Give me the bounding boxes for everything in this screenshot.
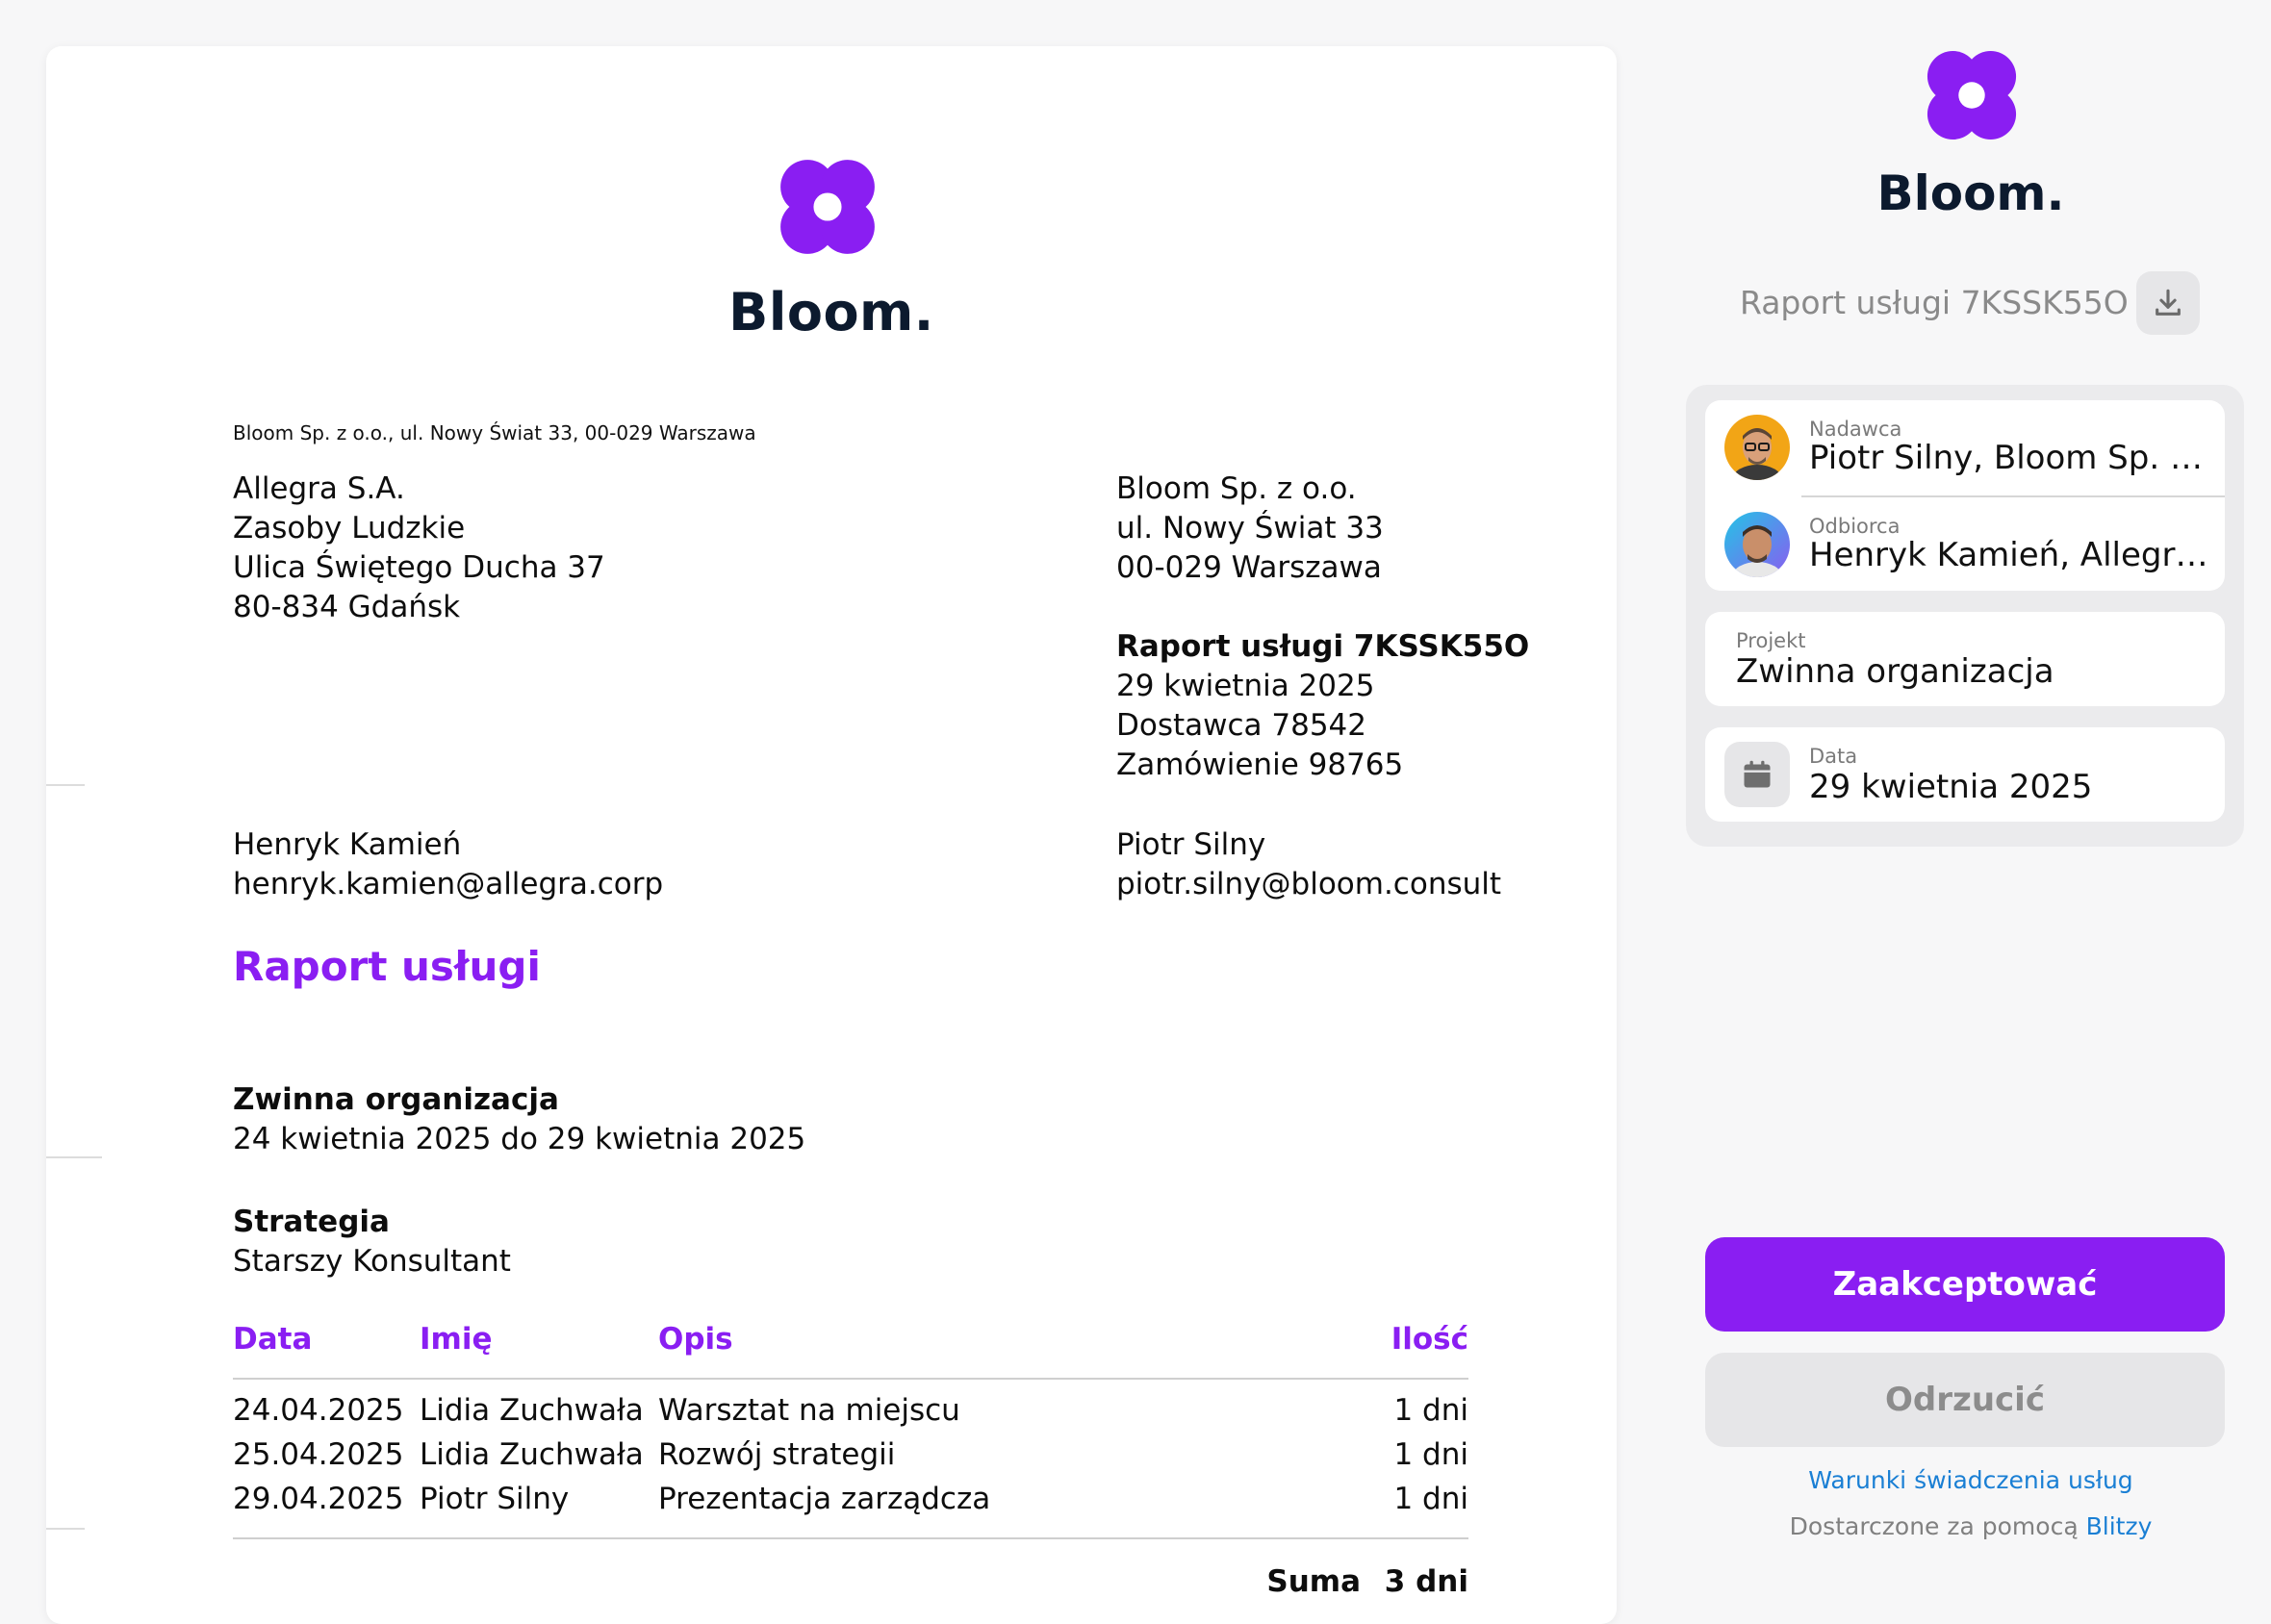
role-block: Strategia Starszy Konsultant bbox=[233, 1203, 511, 1281]
download-button[interactable] bbox=[2136, 271, 2200, 335]
project-block: Zwinna organizacja 24 kwietnia 2025 do 2… bbox=[233, 1080, 805, 1159]
address-line: Bloom Sp. z o.o. bbox=[1116, 471, 1357, 506]
fold-mark bbox=[46, 1156, 102, 1158]
contact-name: Piotr Silny bbox=[1116, 827, 1266, 862]
address-line: Ulica Świętego Ducha 37 bbox=[233, 550, 605, 585]
table-row: 24.04.2025 Lidia Zuchwała Warsztat na mi… bbox=[233, 1393, 1468, 1437]
reject-button[interactable]: Odrzucić bbox=[1705, 1353, 2225, 1447]
cell-date: 25.04.2025 bbox=[233, 1437, 404, 1472]
accept-button[interactable]: Zaakceptować bbox=[1705, 1237, 2225, 1332]
address-line: ul. Nowy Świat 33 bbox=[1116, 511, 1384, 546]
recipient-value: Henryk Kamień, Allegra S.A. bbox=[1809, 536, 2209, 574]
cell-desc: Warsztat na miejscu bbox=[658, 1393, 960, 1428]
avatar bbox=[1724, 415, 1790, 480]
cell-name: Lidia Zuchwała bbox=[420, 1393, 644, 1428]
role-name: Strategia bbox=[233, 1205, 390, 1239]
recipient-label: Odbiorca bbox=[1809, 515, 1901, 538]
table-row: 29.04.2025 Piotr Silny Prezentacja zarzą… bbox=[233, 1482, 1468, 1526]
sender-return-address: Bloom Sp. z o.o., ul. Nowy Świat 33, 00-… bbox=[233, 421, 756, 444]
cell-name: Piotr Silny bbox=[420, 1482, 570, 1516]
brand-name: Bloom. bbox=[728, 282, 934, 343]
header-desc: Opis bbox=[658, 1322, 733, 1357]
table-header: Data Imię Opis Ilość bbox=[233, 1322, 1468, 1364]
download-icon bbox=[2156, 289, 2181, 316]
sum-label: Suma bbox=[1266, 1564, 1361, 1599]
powered-prefix: Dostarczone za pomocą bbox=[1789, 1512, 2079, 1540]
cell-desc: Rozwój strategii bbox=[658, 1437, 896, 1472]
sender-address: Bloom Sp. z o.o. ul. Nowy Świat 33 00-02… bbox=[1116, 469, 1384, 588]
fold-mark bbox=[46, 784, 85, 786]
sender-label: Nadawca bbox=[1809, 418, 1902, 441]
project-label: Projekt bbox=[1736, 629, 1806, 652]
cell-desc: Prezentacja zarządcza bbox=[658, 1482, 991, 1516]
cell-name: Lidia Zuchwała bbox=[420, 1437, 644, 1472]
document-title: Raport usługi bbox=[233, 943, 541, 990]
date-label: Data bbox=[1809, 745, 1858, 768]
address-line: 80-834 Gdańsk bbox=[233, 590, 461, 624]
powered-by: Dostarczone za pomocą Blitzy bbox=[1663, 1512, 2271, 1540]
calendar-icon-box bbox=[1724, 742, 1790, 807]
recipient-contact: Henryk Kamień henryk.kamien@allegra.corp bbox=[233, 825, 663, 904]
address-line: Allegra S.A. bbox=[233, 471, 405, 506]
table-row: 25.04.2025 Lidia Zuchwała Rozwój strateg… bbox=[233, 1437, 1468, 1482]
sender-contact: Piotr Silny piotr.silny@bloom.consult bbox=[1116, 825, 1501, 904]
contact-email: henryk.kamien@allegra.corp bbox=[233, 867, 664, 901]
address-line: 00-029 Warszawa bbox=[1116, 550, 1382, 585]
project-card[interactable]: Projekt Zwinna organizacja bbox=[1705, 612, 2225, 706]
header-name: Imię bbox=[420, 1322, 493, 1357]
table-divider bbox=[233, 1378, 1468, 1380]
terms-link[interactable]: Warunki świadczenia usług bbox=[1808, 1466, 2133, 1494]
sum-value: 3 dni bbox=[1384, 1564, 1468, 1599]
cell-qty: 1 dni bbox=[1393, 1482, 1468, 1516]
supplier-number: Dostawca 78542 bbox=[1116, 708, 1367, 743]
report-heading: Raport usługi 7KSSK55O bbox=[1116, 629, 1530, 664]
date-card[interactable]: Data 29 kwietnia 2025 bbox=[1705, 727, 2225, 822]
side-panel: Bloom. Raport usługi 7KSSK55O bbox=[1663, 0, 2271, 1578]
table-body: 24.04.2025 Lidia Zuchwała Warsztat na mi… bbox=[233, 1380, 1468, 1526]
order-number: Zamówienie 98765 bbox=[1116, 748, 1404, 782]
calendar-icon bbox=[1744, 760, 1771, 788]
brand-name: Bloom. bbox=[1876, 165, 2065, 221]
report-meta: Raport usługi 7KSSK55O 29 kwietnia 2025 … bbox=[1116, 627, 1529, 785]
parties-card: Nadawca Piotr Silny, Bloom Sp. z o.o. Od… bbox=[1705, 400, 2225, 591]
sender-row[interactable]: Nadawca Piotr Silny, Bloom Sp. z o.o. bbox=[1705, 400, 2225, 495]
sender-value: Piotr Silny, Bloom Sp. z o.o. bbox=[1809, 439, 2209, 477]
address-line: Zasoby Ludzkie bbox=[233, 511, 466, 546]
recipient-row[interactable]: Odbiorca Henryk Kamień, Allegra S.A. bbox=[1705, 497, 2225, 593]
project-name: Zwinna organizacja bbox=[233, 1082, 559, 1117]
report-title: Raport usługi 7KSSK55O bbox=[1740, 284, 2129, 321]
report-date: 29 kwietnia 2025 bbox=[1116, 669, 1375, 703]
table-sum: Suma 3 dni bbox=[233, 1564, 1468, 1609]
cell-qty: 1 dni bbox=[1393, 1393, 1468, 1428]
blitzy-link[interactable]: Blitzy bbox=[2085, 1512, 2153, 1540]
document-page: Bloom. Bloom Sp. z o.o., ul. Nowy Świat … bbox=[46, 46, 1617, 1624]
table-divider bbox=[233, 1537, 1468, 1539]
cell-qty: 1 dni bbox=[1393, 1437, 1468, 1472]
bloom-logo-icon bbox=[1927, 50, 2017, 140]
avatar bbox=[1724, 512, 1790, 577]
divider bbox=[1801, 495, 2225, 497]
details-panel: Nadawca Piotr Silny, Bloom Sp. z o.o. Od… bbox=[1686, 385, 2244, 847]
cell-date: 29.04.2025 bbox=[233, 1482, 404, 1516]
role-title: Starszy Konsultant bbox=[233, 1244, 511, 1279]
cell-date: 24.04.2025 bbox=[233, 1393, 404, 1428]
date-value: 29 kwietnia 2025 bbox=[1809, 768, 2093, 806]
recipient-address: Allegra S.A. Zasoby Ludzkie Ulica Święte… bbox=[233, 469, 605, 627]
project-period: 24 kwietnia 2025 do 29 kwietnia 2025 bbox=[233, 1122, 806, 1156]
fold-mark bbox=[46, 1528, 85, 1530]
bloom-logo-icon bbox=[780, 160, 875, 254]
services-table: Data Imię Opis Ilość 24.04.2025 Lidia Zu… bbox=[233, 1322, 1468, 1609]
contact-name: Henryk Kamień bbox=[233, 827, 462, 862]
project-value: Zwinna organizacja bbox=[1736, 652, 2054, 691]
header-qty: Ilość bbox=[1391, 1322, 1468, 1357]
contact-email: piotr.silny@bloom.consult bbox=[1116, 867, 1502, 901]
header-date: Data bbox=[233, 1322, 313, 1357]
